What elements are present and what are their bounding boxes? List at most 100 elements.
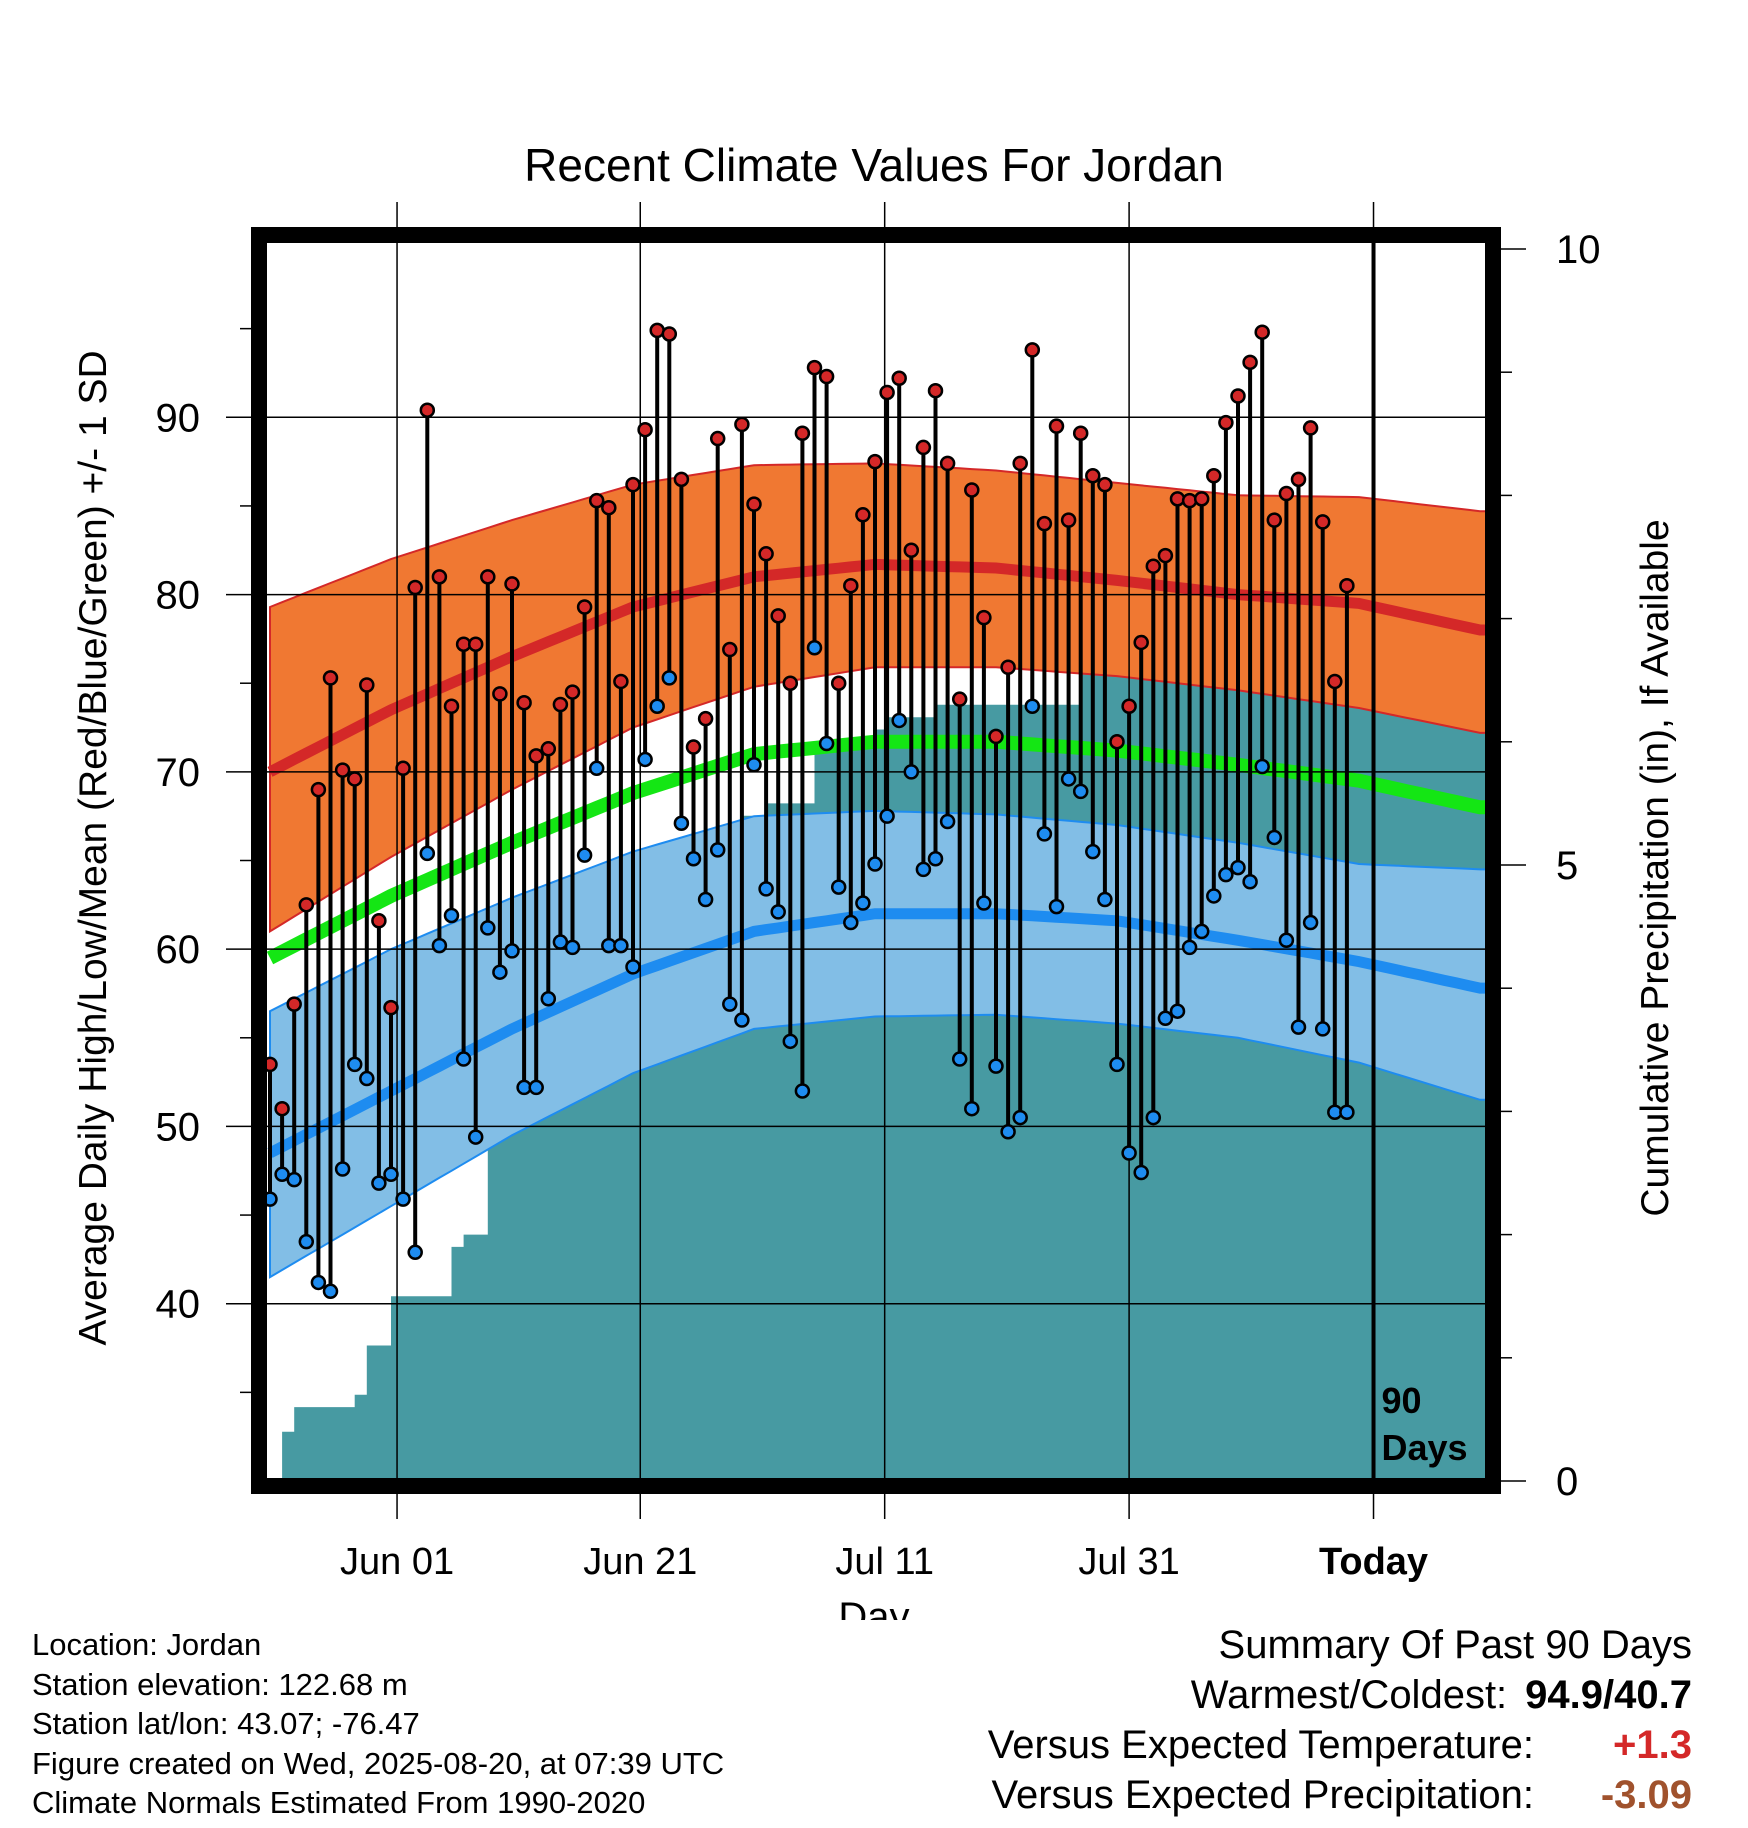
high-point-22 bbox=[528, 748, 544, 764]
high-point-46 bbox=[818, 368, 835, 385]
high-point-44 bbox=[794, 425, 811, 441]
low-point-15 bbox=[443, 907, 460, 924]
x-axis-label: Day bbox=[838, 1595, 909, 1620]
high-point-61 bbox=[1000, 659, 1016, 676]
low-point-80 bbox=[1230, 859, 1246, 876]
high-point-65 bbox=[1048, 418, 1065, 434]
plot-content: 90 Days bbox=[264, 240, 1488, 1481]
summary-precip-row: Versus Expected Precipitation: -3.09 bbox=[988, 1770, 1692, 1820]
plot-frame bbox=[251, 227, 1501, 1494]
low-point-3 bbox=[298, 1233, 315, 1250]
low-point-50 bbox=[867, 856, 883, 872]
high-point-48 bbox=[843, 577, 859, 594]
climate-chart: Recent Climate Values For Jordan 90Days … bbox=[72, 139, 1677, 1620]
low-point-46 bbox=[818, 735, 835, 752]
low-point-82 bbox=[1254, 758, 1270, 775]
low-point-9 bbox=[371, 1175, 387, 1191]
low-point-77 bbox=[1193, 923, 1210, 940]
summary-panel: Summary Of Past 90 Days Warmest/Coldest:… bbox=[988, 1620, 1692, 1820]
high-point-59 bbox=[976, 609, 992, 626]
low-point-76 bbox=[1181, 939, 1198, 956]
high-point-14 bbox=[431, 569, 448, 585]
annotation-line-1: 90 bbox=[1382, 1380, 1422, 1421]
high-point-45 bbox=[806, 359, 823, 376]
y-tick-label-40: 40 bbox=[156, 1283, 201, 1327]
high-point-55 bbox=[927, 382, 944, 399]
low-point-89 bbox=[1339, 1104, 1355, 1120]
high-point-25 bbox=[564, 684, 581, 700]
high-point-69 bbox=[1097, 476, 1113, 493]
low-point-81 bbox=[1242, 874, 1258, 890]
low-point-51 bbox=[879, 808, 895, 824]
x-tick-label-0: Jun 01 bbox=[340, 1541, 454, 1583]
high-point-47 bbox=[830, 675, 847, 691]
low-point-55 bbox=[927, 850, 944, 867]
y2-tick-label-5: 5 bbox=[1556, 844, 1578, 888]
high-point-68 bbox=[1085, 468, 1101, 484]
high-point-54 bbox=[915, 439, 932, 456]
high-point-62 bbox=[1012, 455, 1028, 472]
low-point-17 bbox=[467, 1129, 484, 1145]
low-point-6 bbox=[334, 1161, 351, 1177]
low-point-43 bbox=[782, 1033, 799, 1050]
high-point-19 bbox=[492, 686, 508, 702]
low-point-41 bbox=[758, 881, 774, 897]
low-point-85 bbox=[1290, 1019, 1307, 1035]
low-point-59 bbox=[976, 895, 992, 911]
low-point-39 bbox=[734, 1012, 750, 1028]
chart-title: Recent Climate Values For Jordan bbox=[524, 139, 1224, 191]
high-point-37 bbox=[709, 430, 726, 447]
high-point-4 bbox=[310, 781, 327, 798]
high-point-35 bbox=[685, 739, 702, 755]
low-point-79 bbox=[1218, 866, 1234, 883]
low-point-86 bbox=[1302, 914, 1319, 931]
low-point-56 bbox=[939, 813, 956, 830]
high-point-76 bbox=[1181, 492, 1198, 509]
x-tick-label-3: Jul 31 bbox=[1078, 1541, 1179, 1583]
high-point-13 bbox=[419, 402, 436, 418]
normals-text: Climate Normals Estimated From 1990-2020 bbox=[32, 1785, 646, 1820]
high-point-33 bbox=[661, 326, 678, 342]
high-point-34 bbox=[673, 471, 690, 488]
low-point-7 bbox=[346, 1056, 363, 1073]
x-tick-label-2: Jul 11 bbox=[835, 1541, 934, 1583]
low-point-4 bbox=[310, 1274, 327, 1291]
high-point-70 bbox=[1109, 733, 1125, 750]
high-point-80 bbox=[1230, 388, 1246, 404]
low-point-31 bbox=[637, 751, 653, 768]
y-tick-label-70: 70 bbox=[156, 751, 201, 795]
low-point-69 bbox=[1097, 891, 1113, 908]
high-point-40 bbox=[746, 496, 762, 512]
low-point-75 bbox=[1169, 1003, 1186, 1019]
low-point-47 bbox=[830, 879, 847, 895]
low-point-53 bbox=[903, 764, 920, 780]
high-point-66 bbox=[1060, 512, 1077, 528]
high-point-0 bbox=[264, 1056, 278, 1073]
high-point-52 bbox=[891, 370, 907, 387]
low-point-48 bbox=[843, 914, 859, 931]
high-point-71 bbox=[1121, 698, 1137, 715]
high-point-5 bbox=[322, 670, 339, 686]
high-point-81 bbox=[1242, 354, 1258, 371]
low-point-33 bbox=[661, 670, 678, 686]
low-point-65 bbox=[1048, 898, 1065, 915]
high-point-57 bbox=[951, 691, 968, 707]
temp-label: Versus Expected Temperature: bbox=[987, 1723, 1534, 1767]
low-point-42 bbox=[770, 904, 786, 920]
high-point-20 bbox=[504, 576, 520, 592]
low-point-40 bbox=[746, 757, 762, 773]
high-point-38 bbox=[722, 641, 738, 658]
low-point-49 bbox=[855, 895, 871, 911]
high-point-56 bbox=[939, 455, 956, 472]
high-point-10 bbox=[383, 999, 399, 1016]
high-point-74 bbox=[1157, 547, 1174, 564]
low-point-2 bbox=[286, 1171, 302, 1188]
precip-label: Versus Expected Precipitation: bbox=[991, 1773, 1534, 1817]
warmest-value: 94.9/40.7 bbox=[1525, 1673, 1692, 1717]
low-point-13 bbox=[419, 845, 436, 862]
y-tick-label-80: 80 bbox=[156, 574, 201, 618]
precip-value: -3.09 bbox=[1600, 1773, 1692, 1817]
temp-value: +1.3 bbox=[1613, 1723, 1692, 1767]
low-point-35 bbox=[685, 850, 702, 867]
y2-tick-label-0: 0 bbox=[1556, 1460, 1578, 1504]
